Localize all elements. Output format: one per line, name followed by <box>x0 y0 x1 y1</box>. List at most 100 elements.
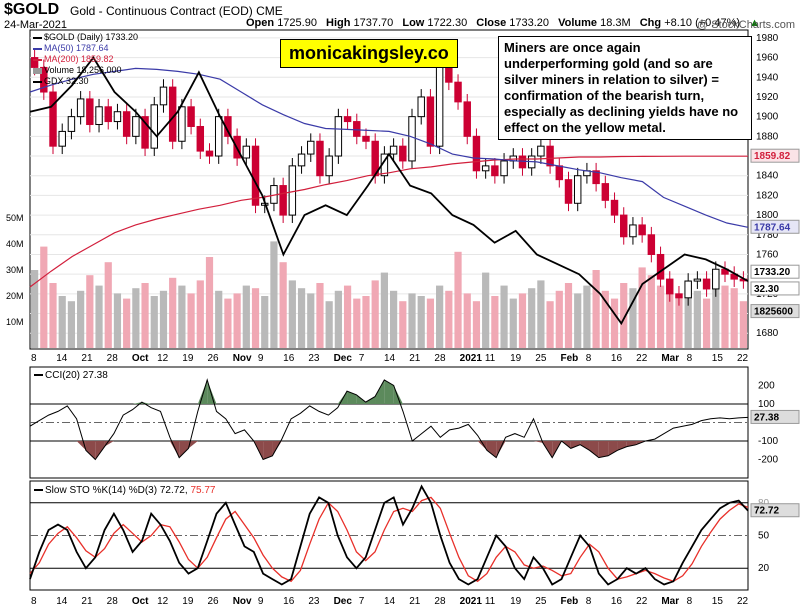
instrument-name: Gold - Continuous Contract (EOD) CME <box>70 4 283 18</box>
candle-body <box>435 66 444 147</box>
cci-oversold-fill <box>608 441 618 456</box>
cci-overbought-fill <box>384 379 394 404</box>
legend-ma200: MA(200) 1859.82 <box>33 54 138 65</box>
candle-body <box>251 145 260 206</box>
close-label: Close <box>476 17 507 29</box>
candle-body <box>592 170 600 185</box>
x-tick-label-top: 11 <box>485 353 496 364</box>
candle-body <box>187 106 195 127</box>
volume-bar <box>86 275 94 348</box>
stockcharts-credit[interactable]: @ StockCharts.com <box>697 19 795 31</box>
volume-bar <box>316 283 324 348</box>
x-tick-label-top: 23 <box>308 353 320 364</box>
price-tick-label: 1900 <box>756 112 779 123</box>
x-tick-label-top: 14 <box>56 353 68 364</box>
candle-body <box>620 214 628 238</box>
x-tick-label-bottom: 12 <box>157 596 169 607</box>
candle-body <box>242 145 251 159</box>
ma50-value-tag: 1787.64 <box>754 222 791 233</box>
cci-oversold-fill <box>617 441 627 451</box>
ma200-value-tag: 1859.82 <box>754 151 791 162</box>
volume-bar <box>307 293 315 348</box>
up-arrow-icon: ▲ <box>749 17 760 29</box>
candle-body <box>196 125 205 152</box>
cci-oversold-fill <box>179 441 189 458</box>
volume-bar <box>408 293 416 348</box>
candle-body <box>178 106 186 142</box>
x-tick-label-top: 8 <box>687 353 693 364</box>
high-value: 1737.70 <box>353 17 394 29</box>
price-tick-label: 1940 <box>756 72 779 83</box>
sto-tick-label: 50 <box>758 531 770 542</box>
volume-bar <box>178 285 186 348</box>
x-tick-label-bottom: 19 <box>510 596 522 607</box>
volume-bar <box>288 280 296 348</box>
x-tick-label-bottom: 28 <box>107 596 119 607</box>
x-tick-label-top: 19 <box>182 353 194 364</box>
candle-body <box>454 81 462 103</box>
x-tick-label-bottom: 8 <box>586 596 592 607</box>
candle-body <box>638 224 646 236</box>
cci-value-tag: 27.38 <box>754 412 779 423</box>
x-tick-label-bottom: 28 <box>434 596 446 607</box>
candle-body <box>362 135 370 142</box>
candle-body <box>463 101 471 137</box>
legend-ma50-label: MA(50) 1787.64 <box>44 43 109 53</box>
volume-bar <box>638 267 646 348</box>
legend-ma50: MA(50) 1787.64 <box>33 43 138 54</box>
candle-body <box>279 185 287 216</box>
low-value: 1722.30 <box>427 17 468 29</box>
volume-tick-label: 20M <box>6 291 24 301</box>
candle-body <box>76 98 85 118</box>
volume-bar <box>675 293 683 348</box>
cci-tick-label: -100 <box>758 436 778 447</box>
sto-legend-label: Slow STO %K(14) %D(3) 72.72, <box>45 485 188 496</box>
candle-body <box>491 165 499 177</box>
volume-bar <box>574 293 582 348</box>
volume-bar <box>187 293 195 348</box>
x-tick-label-top: Mar <box>661 353 679 364</box>
x-tick-label-top: 9 <box>258 353 264 364</box>
candle-body <box>40 66 48 93</box>
volume-bar <box>712 283 720 348</box>
x-tick-label-bottom: Oct <box>132 596 149 607</box>
x-tick-label-bottom: 16 <box>611 596 623 607</box>
sto-k-line <box>29 484 749 586</box>
candle-body <box>426 96 435 147</box>
volume-bar <box>123 298 131 348</box>
legend-gold-label: $GOLD (Daily) 1733.20 <box>44 32 139 42</box>
volume-bar <box>721 285 729 348</box>
volume-bar <box>436 285 444 348</box>
volume-bar <box>445 290 453 348</box>
x-tick-label-bottom: 8 <box>31 596 37 607</box>
x-tick-label-top: 22 <box>636 353 648 364</box>
candle-body <box>610 199 619 216</box>
cci-oversold-fill <box>598 441 609 458</box>
candle-body <box>205 150 214 157</box>
x-tick-label-top: Oct <box>132 353 149 364</box>
legend-gdx: GDX 32.30 <box>33 76 138 87</box>
volume-bar <box>242 285 250 348</box>
price-tick-label: 1880 <box>756 131 779 142</box>
chg-value: +8.10 (+0.47%) <box>664 17 741 29</box>
price-tick-label: 1840 <box>756 171 779 182</box>
x-tick-label-top: 28 <box>107 353 119 364</box>
volume-bar <box>215 290 223 348</box>
candle-body <box>684 280 692 299</box>
volume-bar <box>40 246 48 348</box>
candle-body <box>113 111 122 123</box>
watermark-banner: monicakingsley.co <box>280 39 458 68</box>
legend-volume: Volume 18,256,000 <box>33 65 138 76</box>
cci-overbought-fill <box>393 385 403 404</box>
symbol-title: $GOLD <box>4 1 60 18</box>
cci-oversold-fill <box>477 441 487 451</box>
candle-body <box>86 98 94 126</box>
volume-tick-label: 40M <box>6 239 24 249</box>
x-tick-label-bottom: Mar <box>661 596 679 607</box>
candle-body <box>49 91 57 147</box>
cci-oversold-fill <box>85 441 96 460</box>
sto-legend-d-label: 75.77 <box>190 485 216 496</box>
volume-bar <box>417 296 425 348</box>
candle-body <box>555 165 564 181</box>
